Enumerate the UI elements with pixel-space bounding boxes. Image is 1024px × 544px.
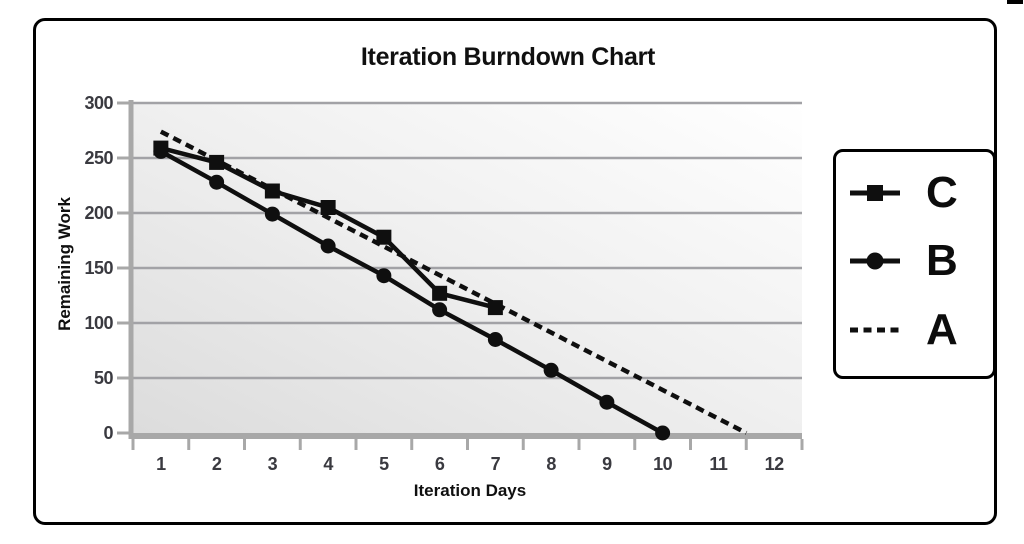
x-tick-label: 3 [268,454,278,474]
series-b-line [159,149,664,435]
series-c-marker [376,229,392,245]
x-tick-label: 1 [156,454,166,474]
x-tick-label: 5 [379,454,389,474]
series-b-marker [320,238,336,254]
y-tick-label: 250 [84,148,113,168]
legend-item-a: A [848,302,993,358]
x-tick-label: 10 [653,454,673,474]
series-b-marker [376,268,392,284]
x-tick-label: 2 [212,454,222,474]
x-tick-label: 12 [765,454,785,474]
series-a-line [159,129,748,436]
top-right-artifact-mark [1007,0,1023,4]
series-c-marker [209,154,225,170]
legend-item-b: B [848,233,993,289]
legend-dashed-line-icon [850,327,900,332]
legend-label: B [926,236,958,285]
chart-frame: Iteration Burndown Chart Remaining Work … [33,18,997,525]
series-b-marker [599,394,615,410]
y-tick-label: 100 [84,313,113,333]
chart-title: Iteration Burndown Chart [360,43,656,71]
legend-square-marker-icon [850,184,900,201]
y-tick-label: 300 [84,93,113,113]
legend-circle-marker-icon [850,252,900,270]
y-tick-label: 50 [94,368,114,388]
series-b-marker [209,174,225,190]
series-b-marker [264,206,280,222]
legend-item-c: C [848,165,993,221]
x-tick-label: 8 [546,454,556,474]
series-c-marker [320,200,336,215]
legend-label: A [926,304,958,354]
series-b-marker [543,362,559,378]
series-c-marker [153,140,169,156]
series-b-marker [432,302,448,318]
series-b-marker [487,332,503,347]
y-tick-label: 150 [84,258,113,278]
y-tick-label: 0 [103,423,113,443]
series-b-marker [655,425,671,441]
legend-label: C [926,167,958,217]
series-c-marker [487,300,503,316]
series-c-marker [432,285,448,301]
y-tick-label: 200 [84,203,113,223]
x-axis-label: Iteration Days [413,481,527,500]
series-c-marker [264,183,280,199]
x-tick-label: 9 [602,454,612,474]
x-tick-label: 4 [323,454,333,474]
x-tick-label: 6 [435,454,445,474]
x-tick-label: 7 [491,454,501,474]
x-tick-label: 11 [709,454,728,474]
